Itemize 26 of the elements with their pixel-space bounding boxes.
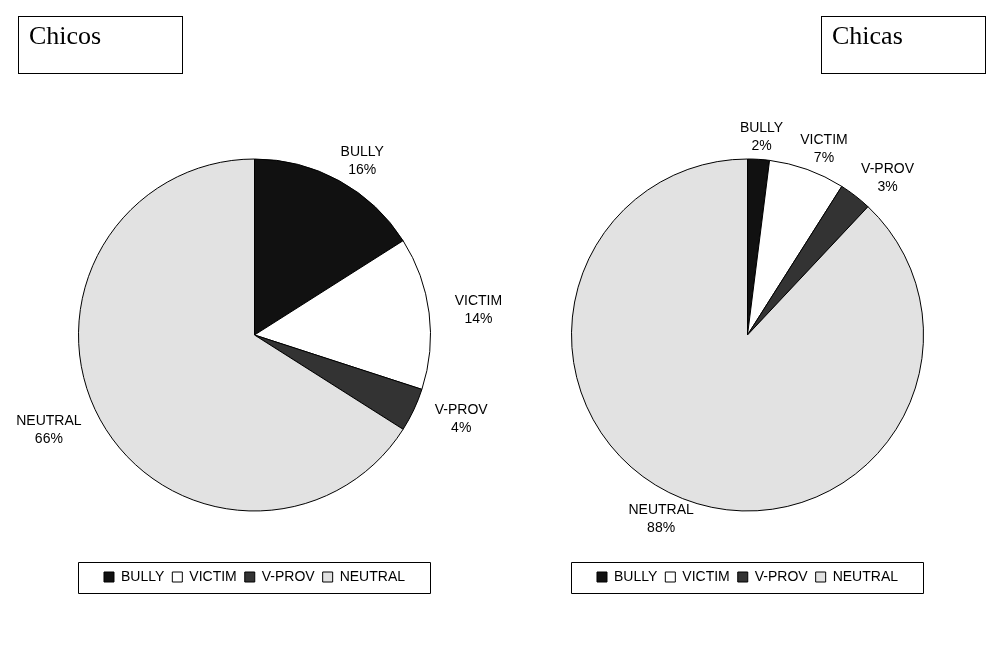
data-label: 16%	[348, 161, 377, 178]
legend-label: V-PROV	[754, 567, 809, 584]
legend-label: VICTIM	[682, 567, 730, 584]
slice-label: NEUTRAL	[628, 500, 694, 517]
slice-label: V-PROV	[861, 160, 915, 177]
chart-title: Chicos	[18, 16, 183, 74]
legend-label: V-PROV	[261, 567, 316, 584]
data-label: 66%	[34, 430, 63, 447]
legend-label: BULLY	[121, 567, 165, 584]
data-label: 7%	[813, 148, 835, 165]
slice-label: NEUTRAL	[16, 412, 82, 429]
slice-label: BULLY	[739, 119, 784, 136]
legend-label: NEUTRAL	[339, 567, 406, 584]
chart-title: Chicas	[821, 16, 986, 74]
slice-label: VICTIM	[454, 292, 503, 309]
legend-label: VICTIM	[189, 567, 237, 584]
slice-label: BULLY	[340, 143, 385, 160]
legend-label: NEUTRAL	[832, 567, 899, 584]
data-label: 14%	[464, 310, 493, 327]
data-label: 4%	[451, 419, 472, 436]
slice-label: V-PROV	[434, 401, 489, 418]
data-label: 88%	[647, 518, 676, 535]
slice-label: VICTIM	[800, 130, 848, 147]
legend-label: BULLY	[614, 567, 658, 584]
data-label: 2%	[751, 137, 772, 154]
data-label: 3%	[877, 178, 898, 195]
